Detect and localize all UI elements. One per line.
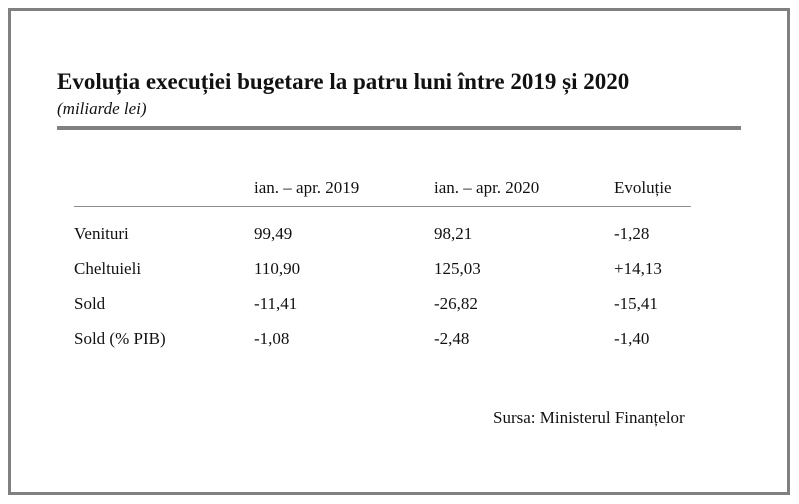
table-cell: -26,82: [434, 294, 478, 313]
row-label: Venituri: [74, 224, 129, 243]
table-cell: -15,41: [614, 294, 658, 313]
table-cell: -2,48: [434, 329, 470, 348]
table-cell: 125,03: [434, 259, 481, 278]
table-cell: 98,21: [434, 224, 473, 243]
column-header-3: Evoluție: [614, 178, 672, 197]
row-label: Sold: [74, 294, 106, 313]
table-cell: -1,28: [614, 224, 650, 243]
column-header-1: ian. – apr. 2019: [254, 178, 360, 197]
table-cell: -1,08: [254, 329, 290, 348]
table-cell: 110,90: [254, 259, 301, 278]
table-cell: -1,40: [614, 329, 650, 348]
header-divider: [74, 206, 691, 207]
source-note: Sursa: Ministerul Finanțelor: [493, 408, 685, 427]
chart-title: Evoluția execuției bugetare la patru lun…: [57, 69, 630, 94]
table-cell: 99,49: [254, 224, 293, 243]
chart-subtitle: (miliarde lei): [57, 99, 147, 118]
table-cell: -11,41: [254, 294, 298, 313]
column-header-2: ian. – apr. 2020: [434, 178, 540, 197]
row-label: Sold (% PIB): [74, 329, 166, 348]
title-divider: [57, 126, 741, 130]
table-cell: +14,13: [614, 259, 662, 278]
row-label: Cheltuieli: [74, 259, 142, 278]
chart-frame: Evoluția execuției bugetare la patru lun…: [8, 8, 790, 495]
